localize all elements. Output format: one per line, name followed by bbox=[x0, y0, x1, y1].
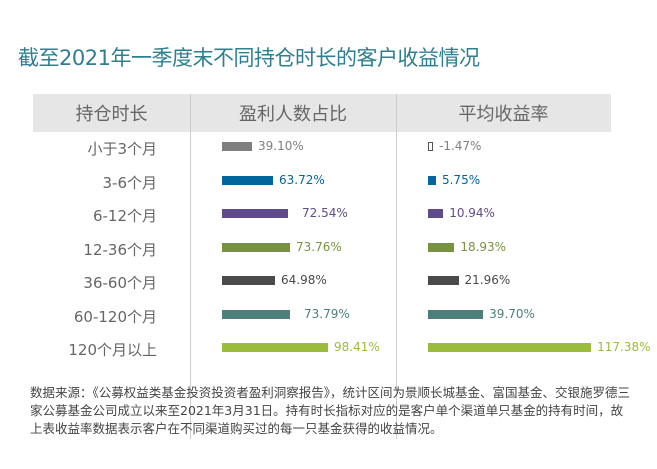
duration-label: 6-12个月 bbox=[92, 207, 157, 225]
avg-return-bar bbox=[428, 343, 592, 352]
avg-return-bar bbox=[428, 242, 455, 252]
duration-label: 36-60个月 bbox=[83, 274, 157, 292]
avg-return-label: 10.94% bbox=[449, 206, 495, 220]
avg-return-bar bbox=[428, 309, 484, 319]
avg-return-label: 18.93% bbox=[460, 239, 507, 254]
avg-return-label: 5.75% bbox=[441, 172, 481, 187]
duration-label: 12-36个月 bbox=[83, 240, 157, 259]
table-row: 60-120个月 73.79% 39.70% bbox=[0, 306, 657, 326]
profit-ratio-label: 39.10% bbox=[258, 139, 304, 153]
avg-return-label: 117.38% bbox=[597, 340, 651, 354]
table-row: 小于3个月 39.10% -1.47% bbox=[0, 138, 657, 158]
duration-label: 小于3个月 bbox=[87, 140, 157, 158]
header-duration: 持仓时长 bbox=[75, 104, 148, 125]
table-row: 6-12个月 72.54% 10.94% bbox=[0, 205, 657, 225]
avg-return-bar bbox=[428, 142, 433, 151]
table-row: 12-36个月 73.76% 18.93% bbox=[0, 239, 657, 259]
duration-label: 120个月以上 bbox=[68, 341, 157, 359]
table-row: 3-6个月 63.72% 5.75% bbox=[0, 172, 657, 192]
table-row: 36-60个月 64.98% 21.96% bbox=[0, 272, 657, 292]
profit-ratio-label: 73.79% bbox=[304, 306, 350, 321]
header-avg-return: 平均收益率 bbox=[458, 104, 549, 125]
profit-ratio-label: 72.54% bbox=[302, 206, 348, 220]
avg-return-label: 21.96% bbox=[464, 273, 511, 287]
divider bbox=[190, 94, 191, 439]
profit-ratio-label: 63.72% bbox=[279, 172, 325, 187]
table-header: 持仓时长 盈利人数占比 平均收益率 bbox=[33, 94, 611, 132]
profit-ratio-bar bbox=[222, 343, 328, 352]
profit-ratio-label: 98.41% bbox=[334, 340, 380, 354]
table-row: 120个月以上 98.41% 117.38% bbox=[0, 339, 657, 359]
avg-return-bar bbox=[428, 276, 459, 285]
divider bbox=[396, 94, 397, 439]
header-profit-ratio: 盈利人数占比 bbox=[239, 104, 347, 125]
profit-ratio-bar bbox=[222, 175, 273, 185]
profit-ratio-bar bbox=[222, 309, 290, 319]
profit-ratio-label: 64.98% bbox=[281, 273, 327, 287]
duration-label: 3-6个月 bbox=[102, 173, 158, 192]
profit-ratio-bar bbox=[222, 142, 252, 151]
profit-ratio-bar bbox=[222, 242, 290, 252]
profit-ratio-label: 73.76% bbox=[296, 239, 342, 254]
source-note: 数据来源：《公募权益类基金投资投资者盈利洞察报告》，统计区间为景顺长城基金、富国… bbox=[30, 385, 631, 436]
chart-title: 截至2021年一季度末不同持仓时长的客户收益情况 bbox=[18, 46, 480, 70]
duration-label: 60-120个月 bbox=[73, 307, 157, 326]
avg-return-bar bbox=[428, 209, 444, 218]
profit-ratio-bar bbox=[222, 276, 275, 285]
avg-return-label: 39.70% bbox=[489, 306, 535, 321]
profit-ratio-bar bbox=[222, 209, 288, 218]
avg-return-bar bbox=[428, 175, 436, 185]
avg-return-label: -1.47% bbox=[439, 139, 482, 153]
